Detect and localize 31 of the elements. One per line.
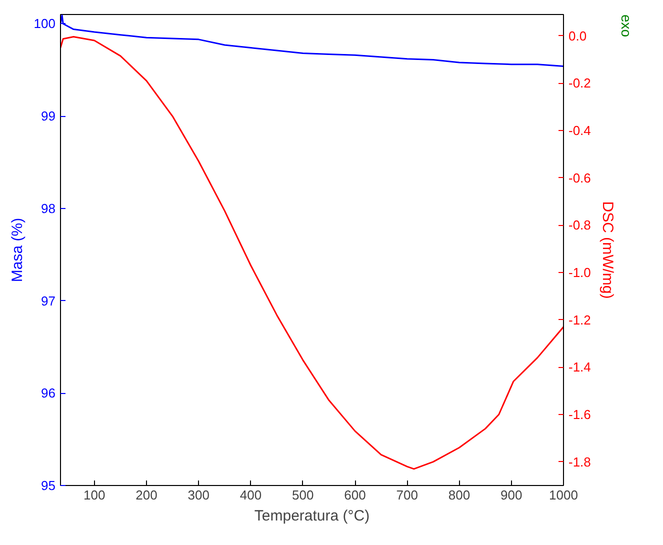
x-tick-label: 400 bbox=[240, 488, 262, 502]
line-series bbox=[60, 36, 564, 470]
y2-tick-label: -0.8 bbox=[568, 218, 591, 233]
y2-tick-label: -1.8 bbox=[568, 454, 591, 470]
y2-tick-label: -0.6 bbox=[568, 170, 591, 186]
y2-tick-label: -1.4 bbox=[568, 360, 591, 375]
x-tick-label: 1000 bbox=[549, 488, 578, 502]
x-tick-label: 100 bbox=[84, 488, 106, 502]
y2-tick-label: -1.2 bbox=[568, 312, 591, 328]
y-tick-label: 95 bbox=[41, 478, 56, 493]
y2-tick-label: 0.0 bbox=[568, 28, 587, 44]
y2-tick-label: -1.0 bbox=[568, 264, 591, 280]
y2-tick-label: -0.4 bbox=[568, 122, 591, 138]
y-axis-title: Masa (%) bbox=[8, 218, 26, 282]
y-tick-label: 100 bbox=[34, 16, 56, 32]
x-tick-label: 900 bbox=[500, 488, 522, 502]
x-tick-label: 500 bbox=[292, 488, 314, 502]
text: exo bbox=[618, 14, 634, 38]
y-tick-label: 96 bbox=[41, 386, 56, 401]
y-tick-label: 97 bbox=[41, 293, 56, 308]
y-tick-label: 99 bbox=[41, 108, 56, 124]
x-axis-title: Temperatura (°C) bbox=[254, 508, 370, 524]
y2-tick-label: -1.6 bbox=[568, 406, 591, 422]
x-tick-label: 700 bbox=[396, 488, 418, 502]
x-tick-label: 200 bbox=[136, 488, 158, 502]
y-tick-label: 98 bbox=[41, 200, 56, 216]
y2-tick-label: -0.2 bbox=[568, 76, 591, 91]
x-tick-label: 300 bbox=[188, 488, 210, 502]
x-tick-label: 800 bbox=[448, 488, 470, 502]
x-tick-label: 600 bbox=[344, 488, 366, 502]
y2-axis-title: DSC (mW/mg) bbox=[598, 201, 616, 299]
